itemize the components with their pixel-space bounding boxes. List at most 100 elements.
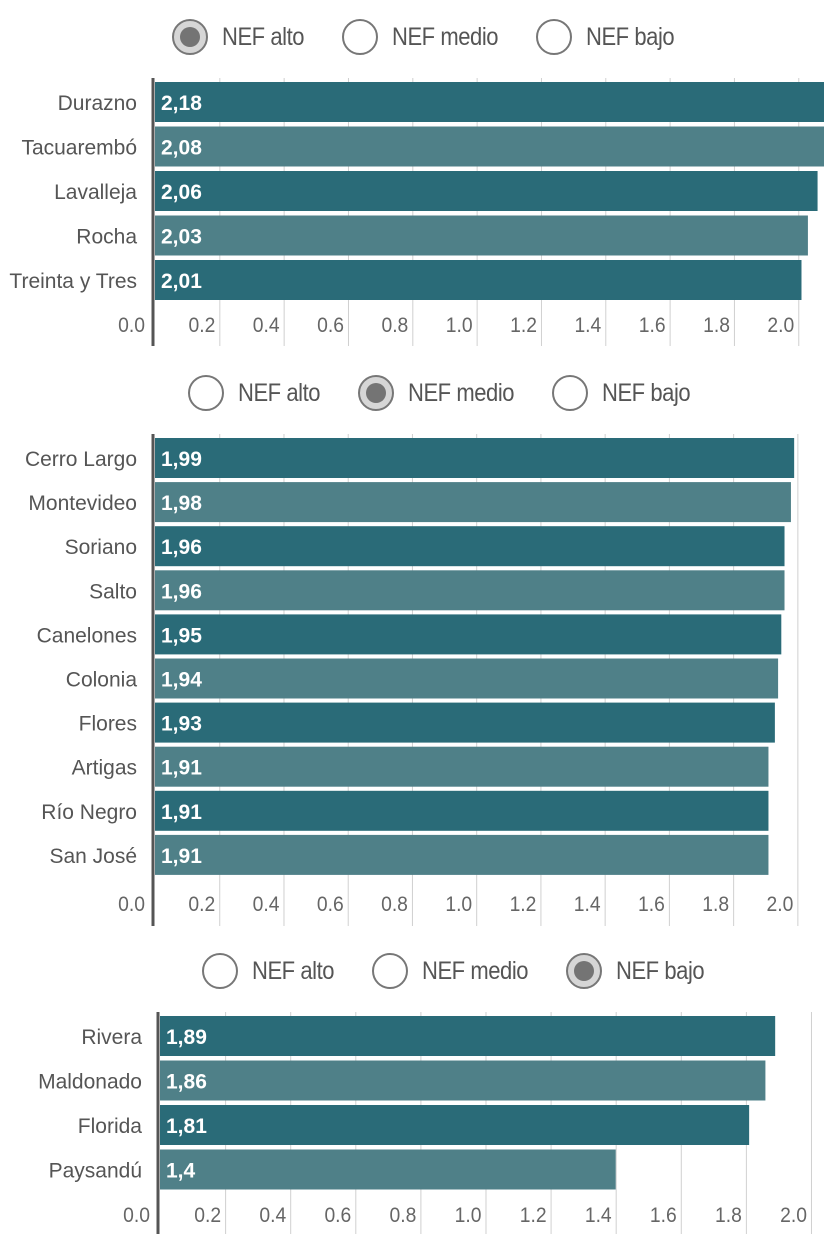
- radio-button-icon[interactable]: [202, 953, 238, 989]
- radio-nef-medio-1[interactable]: NEF medio: [342, 14, 513, 60]
- category-label: Maldonado: [38, 1071, 142, 1094]
- data-label: 1,98: [161, 492, 202, 515]
- data-label: 1,99: [161, 448, 202, 471]
- tick-label: 0.4: [253, 893, 280, 916]
- bar: [155, 171, 818, 211]
- radio-label: NEF bajo: [616, 956, 705, 985]
- tick-label: 0.2: [188, 314, 215, 337]
- radio-button-icon[interactable]: [552, 375, 588, 411]
- bar-chart-nef-bajo: 0.0 0.2 0.4 0.6 0.8 1.0 1.2 1.4 1.6 1.8 2.0 1,89 Riv…: [38, 1012, 812, 1234]
- bar: [155, 82, 824, 122]
- radio-group-1: NEF alto NEF medio NEF bajo: [0, 14, 824, 60]
- category-label: Treinta y Tres: [9, 270, 137, 293]
- category-label: Colonia: [66, 669, 138, 692]
- data-label: 1,89: [166, 1026, 207, 1049]
- bar-chart-nef-alto: 0.0 0.2 0.4 0.6 0.8 1.0 1.2 1.4 1.6 1.8 2.0 2,18 Dur…: [9, 78, 824, 346]
- radio-button-icon[interactable]: [342, 19, 378, 55]
- data-label: 2,06: [161, 181, 202, 204]
- bar: [155, 746, 769, 787]
- category-label: Flores: [79, 713, 137, 736]
- bar: [160, 1016, 776, 1056]
- radio-label: NEF medio: [422, 956, 529, 985]
- category-label: Río Negro: [41, 801, 137, 824]
- radio-button-icon[interactable]: [188, 375, 224, 411]
- tick-label: 2.0: [767, 893, 794, 916]
- bar: [155, 790, 769, 831]
- radio-button-icon[interactable]: [536, 19, 572, 55]
- category-label: Artigas: [72, 757, 137, 780]
- tick-label: 0.8: [381, 314, 408, 337]
- data-label: 1,91: [161, 845, 202, 868]
- bar: [155, 215, 808, 256]
- bar: [155, 126, 824, 167]
- radio-nef-alto-3[interactable]: NEF alto: [202, 948, 345, 994]
- bar: [160, 1149, 616, 1190]
- tick-label: 0.6: [317, 314, 344, 337]
- radio-button-icon[interactable]: [358, 375, 394, 411]
- tick-label: 1.8: [703, 314, 730, 337]
- category-label: Paysandú: [49, 1160, 142, 1183]
- radio-label: NEF alto: [238, 378, 321, 407]
- radio-nef-medio-2[interactable]: NEF medio: [358, 370, 529, 416]
- category-label: Florida: [78, 1115, 143, 1138]
- radio-label: NEF medio: [408, 378, 515, 407]
- tick-label: 0.6: [324, 1204, 351, 1227]
- bar: [155, 570, 785, 611]
- bar: [155, 438, 795, 478]
- tick-label: 1.6: [638, 893, 665, 916]
- bar: [155, 834, 769, 875]
- tick-label: 1.6: [650, 1204, 677, 1227]
- radio-nef-bajo-2[interactable]: NEF bajo: [552, 370, 702, 416]
- radio-label: NEF alto: [252, 956, 335, 985]
- radio-nef-bajo-3[interactable]: NEF bajo: [566, 948, 716, 994]
- category-label: Rivera: [81, 1026, 142, 1049]
- data-label: 1,95: [161, 624, 202, 647]
- tick-label: 1.8: [715, 1204, 742, 1227]
- category-label: Montevideo: [28, 492, 137, 515]
- bar: [160, 1105, 750, 1145]
- bar: [160, 1060, 766, 1101]
- tick-label: 2.0: [780, 1204, 807, 1227]
- category-label: Cerro Largo: [25, 448, 137, 471]
- tick-label: 0.0: [118, 314, 145, 337]
- tick-label: 0.0: [118, 893, 145, 916]
- bar: [155, 260, 802, 300]
- tick-label: 1.4: [574, 314, 601, 337]
- radio-group-2: NEF alto NEF medio NEF bajo: [0, 370, 824, 416]
- tick-label: 1.2: [510, 314, 537, 337]
- data-label: 1,96: [161, 536, 202, 559]
- radio-label: NEF bajo: [586, 22, 675, 51]
- data-label: 2,18: [161, 92, 202, 115]
- radio-button-icon[interactable]: [372, 953, 408, 989]
- category-label: Lavalleja: [54, 181, 137, 204]
- data-label: 2,08: [161, 137, 202, 160]
- radio-nef-bajo-1[interactable]: NEF bajo: [536, 14, 686, 60]
- radio-nef-alto-1[interactable]: NEF alto: [172, 14, 315, 60]
- radio-button-icon[interactable]: [172, 19, 208, 55]
- category-label: Soriano: [65, 536, 137, 559]
- bar: [155, 658, 779, 699]
- data-label: 1,91: [161, 757, 202, 780]
- radio-button-icon[interactable]: [566, 953, 602, 989]
- data-label: 1,96: [161, 580, 202, 603]
- radio-label: NEF medio: [392, 22, 499, 51]
- radio-group-3: NEF alto NEF medio NEF bajo: [0, 948, 824, 994]
- tick-label: 2.0: [767, 314, 794, 337]
- data-label: 1,81: [166, 1115, 207, 1138]
- radio-nef-alto-2[interactable]: NEF alto: [188, 370, 331, 416]
- bar: [155, 702, 775, 743]
- tick-label: 1.4: [585, 1204, 612, 1227]
- tick-label: 0.4: [259, 1204, 286, 1227]
- data-label: 1,93: [161, 713, 202, 736]
- radio-nef-medio-3[interactable]: NEF medio: [372, 948, 543, 994]
- tick-label: 1.8: [702, 893, 729, 916]
- data-label: 2,03: [161, 226, 202, 249]
- data-label: 1,91: [161, 801, 202, 824]
- tick-label: 1.0: [446, 314, 473, 337]
- data-label: 2,01: [161, 270, 202, 293]
- category-label: Salto: [89, 580, 137, 603]
- bar-chart-nef-medio: 0.0 0.2 0.4 0.6 0.8 1.0 1.2 1.4 1.6 1.8 2.0 1,99 Cer…: [25, 434, 799, 926]
- tick-label: 0.8: [390, 1204, 417, 1227]
- category-label: Rocha: [76, 226, 137, 249]
